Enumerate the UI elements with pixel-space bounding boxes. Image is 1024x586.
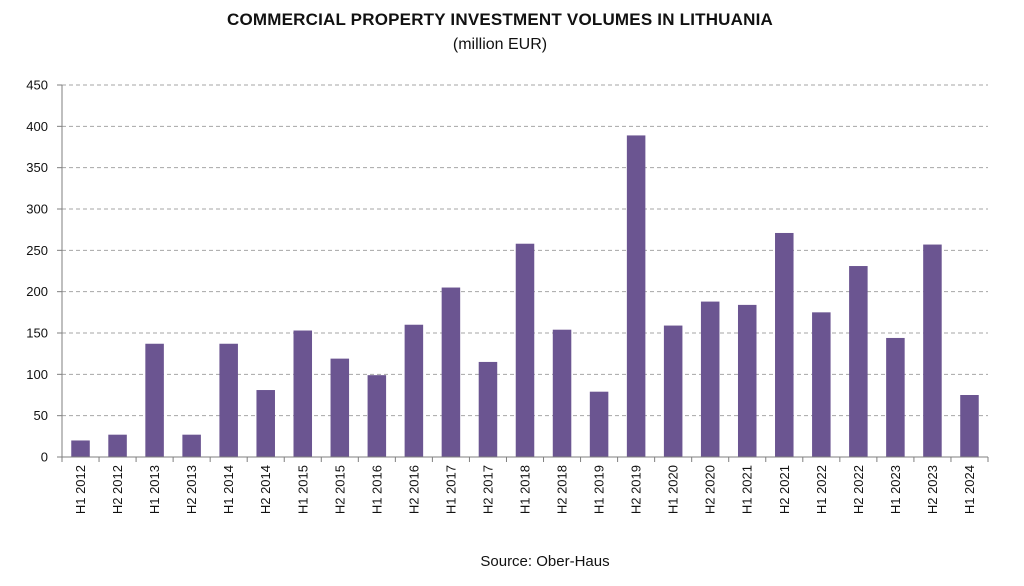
bar bbox=[293, 330, 313, 457]
x-tick-label: H1 2021 bbox=[740, 465, 755, 514]
y-tick-labels: 0 50 100 150 200 250 300 350 400 450 bbox=[26, 78, 48, 465]
x-tick-label: H1 2013 bbox=[147, 465, 162, 514]
y-tick-label: 200 bbox=[26, 284, 48, 299]
y-tick-label: 450 bbox=[26, 78, 48, 93]
bars bbox=[71, 135, 979, 457]
y-tick-label: 0 bbox=[41, 450, 48, 465]
axes bbox=[57, 84, 989, 462]
bar bbox=[775, 232, 794, 457]
bar bbox=[71, 440, 90, 457]
x-tick-label: H1 2016 bbox=[369, 465, 384, 514]
bar bbox=[367, 375, 387, 457]
bar bbox=[923, 244, 942, 457]
bar bbox=[515, 243, 535, 457]
x-tick-label: H2 2014 bbox=[258, 465, 273, 514]
x-tick-label: H2 2020 bbox=[703, 465, 718, 514]
bar bbox=[441, 287, 461, 457]
bar bbox=[404, 324, 424, 457]
x-tick-label: H2 2023 bbox=[925, 465, 940, 514]
x-tick-labels: H1 2012 H2 2012 H1 2013 H2 2013 H1 2014 H2 20… bbox=[73, 465, 977, 514]
x-tick-label: H2 2015 bbox=[332, 465, 347, 514]
bar bbox=[812, 312, 831, 457]
y-tick-label: 100 bbox=[26, 367, 48, 382]
x-tick-label: H2 2016 bbox=[406, 465, 421, 514]
x-tick-label: H1 2018 bbox=[518, 465, 533, 514]
x-tick-label: H2 2012 bbox=[110, 465, 125, 514]
y-tick-label: 250 bbox=[26, 243, 48, 258]
x-tick-label: H2 2018 bbox=[555, 465, 570, 514]
x-tick-label: H1 2022 bbox=[814, 465, 829, 514]
x-tick-label: H1 2015 bbox=[295, 465, 310, 514]
chart-source: Source: Ober-Haus bbox=[480, 553, 610, 570]
bar bbox=[589, 391, 609, 457]
x-tick-label: H1 2012 bbox=[73, 465, 88, 514]
bar bbox=[552, 329, 572, 457]
bar bbox=[700, 301, 720, 457]
bar bbox=[626, 135, 646, 457]
bar bbox=[663, 325, 683, 457]
x-tick-label: H2 2021 bbox=[777, 465, 792, 514]
x-tick-label: H2 2022 bbox=[851, 465, 866, 514]
gridlines bbox=[62, 84, 988, 417]
chart-title: COMMERCIAL PROPERTY INVESTMENT VOLUMES I… bbox=[226, 10, 774, 29]
x-tick-label: H1 2019 bbox=[592, 465, 607, 514]
x-tick-label: H2 2013 bbox=[184, 465, 199, 514]
bar bbox=[849, 266, 868, 457]
y-tick-label: 50 bbox=[34, 408, 48, 423]
x-tick-label: H1 2014 bbox=[221, 465, 236, 514]
x-tick-label: H1 2024 bbox=[962, 465, 977, 514]
bar bbox=[108, 434, 127, 457]
bar bbox=[886, 337, 905, 457]
bar bbox=[330, 358, 350, 457]
bar bbox=[182, 434, 201, 457]
y-tick-label: 150 bbox=[26, 326, 48, 341]
y-tick-label: 400 bbox=[26, 119, 48, 134]
x-tick-label: H1 2017 bbox=[443, 465, 458, 514]
x-tick-label: H1 2023 bbox=[888, 465, 903, 514]
y-tick-label: 300 bbox=[26, 202, 48, 217]
x-tick-label: H2 2017 bbox=[480, 465, 495, 514]
y-tick-label: 350 bbox=[26, 160, 48, 175]
chart-subtitle: (million EUR) bbox=[452, 36, 548, 53]
bar bbox=[145, 343, 164, 457]
bar bbox=[737, 304, 757, 457]
bar bbox=[960, 395, 979, 457]
x-tick-label: H2 2019 bbox=[629, 465, 644, 514]
bar bbox=[478, 361, 498, 457]
bar bbox=[219, 343, 238, 457]
x-tick-label: H1 2020 bbox=[666, 465, 681, 514]
bar bbox=[256, 390, 275, 457]
